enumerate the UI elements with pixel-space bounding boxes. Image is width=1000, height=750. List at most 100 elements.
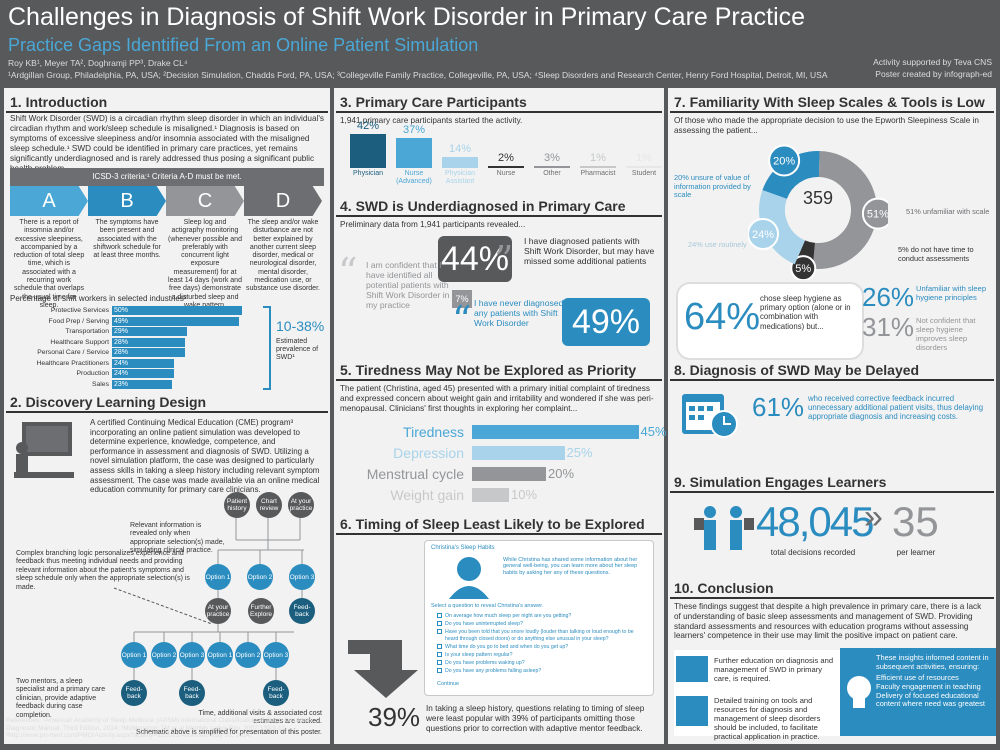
question-option[interactable]: On average how much sleep per night are … bbox=[437, 613, 647, 619]
search-tools-icon bbox=[676, 696, 708, 726]
column-middle: 3. Primary Care Participants 1,941 prima… bbox=[334, 88, 667, 744]
insights-list: Efficient use of resources Faculty engage… bbox=[876, 673, 994, 709]
column-left: 1. Introduction Shift Work Disorder (SWD… bbox=[4, 88, 330, 744]
conclusion-body: These findings suggest that despite a hi… bbox=[674, 602, 982, 641]
quote-mark-icon: ” bbox=[494, 238, 514, 282]
participant-value: 1% bbox=[590, 152, 606, 164]
flow-note-revealed: Relevant information is revealed only wh… bbox=[130, 522, 225, 555]
question-option[interactable]: Have you been told that you snore loudly… bbox=[437, 629, 647, 642]
checkbox-icon[interactable] bbox=[437, 652, 442, 658]
participant-label: Other bbox=[543, 170, 561, 177]
label-routine: 24% use routinely bbox=[688, 240, 747, 249]
conclusion-item-1: Further education on diagnosis and manag… bbox=[714, 656, 834, 683]
participant-bar bbox=[534, 165, 570, 168]
branching-flowchart bbox=[113, 516, 304, 680]
credit-line: Poster created by infograph-ed bbox=[875, 69, 992, 79]
question-option[interactable]: Do you have uninterrupted sleep? bbox=[437, 621, 647, 627]
checkbox-icon[interactable] bbox=[437, 668, 442, 674]
criterion-letter: C bbox=[166, 186, 244, 216]
industry-bar: 28% bbox=[112, 348, 185, 357]
poster-title: Challenges in Diagnosis of Shift Work Di… bbox=[8, 3, 806, 31]
option-2-node: Option 2 bbox=[235, 642, 261, 668]
checkbox-icon[interactable] bbox=[437, 660, 442, 666]
lightbulb-icon bbox=[847, 676, 871, 708]
participant-label: Student bbox=[631, 170, 657, 177]
tiredness-label: Menstrual cycle bbox=[366, 466, 464, 482]
familiarity-intro: Of those who made the appropriate decisi… bbox=[674, 116, 979, 135]
donut-center-value: 359 bbox=[802, 188, 834, 208]
industry-row: Production 24% bbox=[10, 369, 260, 378]
donut-slice-label: 5% bbox=[795, 263, 811, 275]
checkbox-icon[interactable] bbox=[437, 643, 442, 649]
support-info: Activity supported by Teva CNS Poster cr… bbox=[873, 56, 992, 80]
industry-bar: 23% bbox=[112, 379, 172, 389]
stat-61-text: who received corrective feedback incurre… bbox=[808, 394, 984, 422]
timing-caption: In taking a sleep history, questions rel… bbox=[426, 704, 645, 733]
tiredness-label: Weight gain bbox=[390, 487, 464, 503]
option-1-node: Option 1 bbox=[205, 564, 231, 590]
participants-intro: 1,941 primary care participants started … bbox=[340, 116, 523, 125]
flow-note-mentors: Two mentors, a sleep specialist and a pr… bbox=[16, 678, 106, 719]
section-engages-title: 9. Simulation Engages Learners bbox=[670, 472, 994, 493]
checkbox-icon[interactable] bbox=[437, 613, 442, 618]
participant-value: 14% bbox=[448, 142, 472, 155]
criterion-d: D The sleep and/or wake disturbance are … bbox=[244, 186, 322, 292]
section-tiredness-title: 5. Tiredness May Not be Explored as Prio… bbox=[336, 360, 662, 381]
stat-31-text: Not confident that sleep hygiene improve… bbox=[916, 316, 976, 352]
epworth-donut-chart: 20% 51% 5% 24% bbox=[748, 144, 888, 280]
quote-mark-icon: “ bbox=[452, 298, 472, 342]
stat-64-text: chose sleep hygiene as primary option (a… bbox=[760, 294, 851, 331]
industry-row: Personal Care / Service 28% bbox=[10, 348, 260, 357]
stat-26: 26% bbox=[862, 282, 915, 312]
insight-item: Efficient use of resources bbox=[876, 673, 959, 682]
criterion-letter: D bbox=[244, 186, 322, 216]
participant-bar bbox=[488, 166, 524, 168]
participant-value: 1% bbox=[636, 152, 652, 164]
classroom-icon bbox=[14, 422, 74, 478]
feedback-node: Feed-back bbox=[179, 680, 205, 706]
checkbox-icon[interactable] bbox=[437, 621, 442, 627]
option-3-node: Option 3 bbox=[289, 564, 315, 590]
participant-value: 37% bbox=[402, 124, 426, 137]
tiredness-value: 10% bbox=[511, 487, 538, 502]
quote-mark-icon: “ bbox=[338, 250, 358, 294]
icsd-criteria-bar: ICSD-3 criteria:¹ Criteria A-D must be m… bbox=[10, 168, 324, 186]
question-option[interactable]: Is your sleep pattern regular? bbox=[437, 652, 647, 658]
question-text: Do you have uninterrupted sleep? bbox=[445, 621, 523, 628]
question-option[interactable]: Do you have problems waking up? bbox=[437, 660, 647, 666]
feedback-node: Feed-back bbox=[289, 598, 315, 624]
criterion-letter: B bbox=[88, 186, 166, 216]
option-1-node: Option 1 bbox=[121, 642, 147, 668]
tiredness-label: Tiredness bbox=[403, 424, 464, 440]
participant-label: Pharmacist bbox=[580, 170, 616, 177]
section-familiarity-title: 7. Familiarity With Sleep Scales & Tools… bbox=[670, 92, 994, 113]
industry-label: Sales bbox=[91, 380, 109, 388]
label-no-time: 5% do not have time to conduct assessmen… bbox=[898, 245, 974, 263]
continue-button[interactable]: Continue bbox=[437, 681, 460, 687]
total-decisions-label: total decisions recorded bbox=[770, 548, 856, 557]
participant-value: 2% bbox=[498, 152, 514, 164]
criterion-text: Sleep log and actigraphy monitoring (whe… bbox=[168, 219, 242, 309]
tiredness-bar bbox=[472, 488, 509, 502]
industry-bar: 29% bbox=[112, 327, 188, 336]
learners-icon bbox=[694, 506, 754, 550]
participant-bar bbox=[396, 138, 432, 168]
option-2-node: Option 2 bbox=[247, 564, 273, 590]
tiredness-value: 25% bbox=[566, 445, 593, 460]
option-3-node: Option 3 bbox=[179, 642, 205, 668]
at-your-practice-node: At your practice bbox=[205, 598, 231, 624]
industry-label: Personal Care / Service bbox=[37, 349, 109, 356]
question-text: What time do you go to bed and when do y… bbox=[445, 643, 569, 650]
tiredness-value: 45% bbox=[640, 424, 667, 439]
stat-7-bubble: 7% bbox=[452, 290, 472, 308]
donut-callout bbox=[768, 144, 801, 177]
tiredness-label: Depression bbox=[393, 445, 464, 461]
industry-bar: 24% bbox=[112, 358, 175, 368]
question-option[interactable]: What time do you go to bed and when do y… bbox=[437, 643, 647, 650]
participant-bar bbox=[580, 166, 616, 168]
checkbox-icon[interactable] bbox=[437, 629, 442, 635]
question-option[interactable]: Do you have any problems falling asleep? bbox=[437, 668, 647, 674]
chart-review-node: Chart review bbox=[256, 492, 282, 518]
book-icon bbox=[676, 656, 708, 682]
screen-title: Christina's Sleep Habits bbox=[431, 545, 495, 551]
